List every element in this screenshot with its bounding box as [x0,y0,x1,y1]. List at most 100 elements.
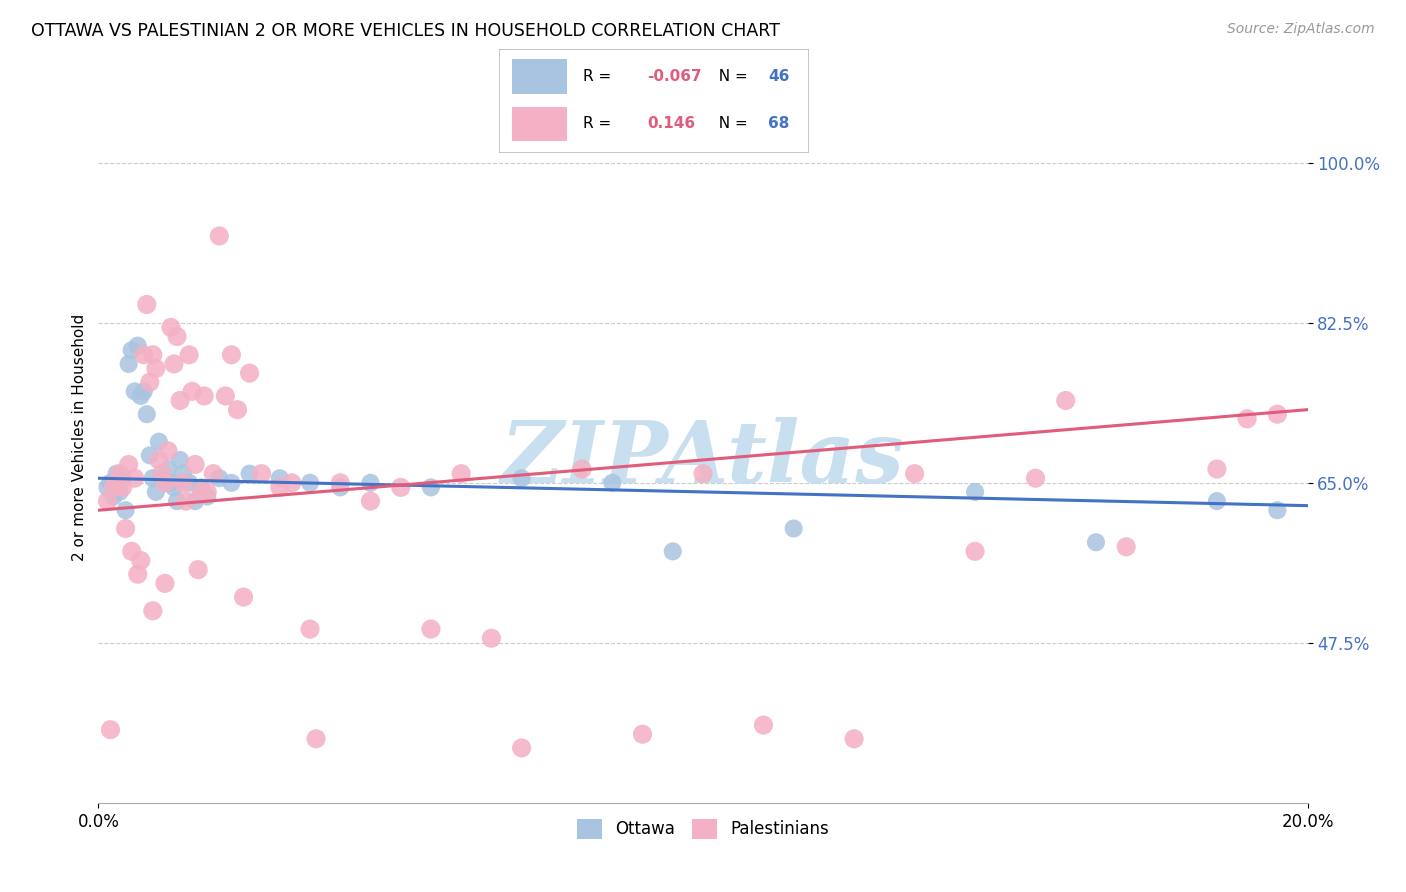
Point [450,467,472,481]
Point [221,475,243,490]
Point [181,384,204,399]
Point [103,480,125,494]
Point [100,475,122,490]
Point [139,375,162,389]
Text: 68: 68 [768,117,790,131]
Point [172,475,194,490]
Point [111,471,134,485]
Point [153,475,176,490]
Point [145,485,167,500]
Point [142,604,165,618]
Point [1024,471,1046,485]
Point [179,348,201,362]
Point [108,485,131,500]
Point [360,494,382,508]
Point [132,348,155,362]
Point [114,521,136,535]
Text: 0.146: 0.146 [648,117,696,131]
Point [305,731,328,746]
Point [156,443,179,458]
Point [195,490,218,504]
Point [142,471,165,485]
Point [1206,462,1229,476]
Point [184,494,207,508]
Point [150,471,173,485]
Point [232,590,254,604]
Point [184,458,207,472]
Point [692,467,714,481]
Point [1085,535,1108,549]
Point [142,348,165,362]
Point [163,357,186,371]
Point [269,471,291,485]
Point [190,480,212,494]
Point [105,467,128,481]
Point [156,462,179,476]
Point [208,228,231,243]
Point [124,384,146,399]
Point [420,480,443,494]
Text: ZIPAtlas: ZIPAtlas [501,417,905,500]
Point [124,471,146,485]
Point [965,544,987,558]
Point [153,475,176,490]
Point [114,503,136,517]
Point [226,402,249,417]
FancyBboxPatch shape [512,59,567,95]
Text: -0.067: -0.067 [648,70,702,84]
Point [844,731,866,746]
Text: N =: N = [710,117,754,131]
Point [420,622,443,636]
Point [1206,494,1229,508]
Point [166,329,188,343]
Point [145,361,167,376]
Point [96,494,118,508]
Y-axis label: 2 or more Vehicles in Household: 2 or more Vehicles in Household [72,313,87,561]
Point [1267,407,1289,421]
Point [1236,412,1258,426]
Point [160,320,183,334]
Point [100,723,122,737]
Point [1054,393,1077,408]
Point [179,475,201,490]
Point [510,740,533,755]
Point [661,544,683,558]
Point [752,718,775,732]
Point [190,485,212,500]
Point [103,490,125,504]
Point [111,480,134,494]
Point [202,467,225,481]
Point [1115,540,1137,554]
Point [329,475,352,490]
Point [389,480,412,494]
Point [166,494,188,508]
Point [172,467,194,481]
Point [281,475,304,490]
Point [135,407,157,421]
Point [208,471,231,485]
Text: 46: 46 [768,70,790,84]
Point [121,343,143,358]
Point [132,384,155,399]
Point [187,563,209,577]
Point [269,480,291,494]
Text: OTTAWA VS PALESTINIAN 2 OR MORE VEHICLES IN HOUSEHOLD CORRELATION CHART: OTTAWA VS PALESTINIAN 2 OR MORE VEHICLES… [31,22,780,40]
Text: N =: N = [710,70,754,84]
Point [160,475,183,490]
Point [169,393,191,408]
Point [148,434,170,449]
Text: R =: R = [582,117,616,131]
Point [904,467,927,481]
Point [108,467,131,481]
Point [250,467,273,481]
Point [129,553,152,567]
Point [118,357,141,371]
Legend: Ottawa, Palestinians: Ottawa, Palestinians [571,812,835,846]
Point [193,389,215,403]
Point [214,389,236,403]
Point [239,467,262,481]
Point [150,467,173,481]
Point [602,475,624,490]
Point [221,348,243,362]
Point [169,453,191,467]
